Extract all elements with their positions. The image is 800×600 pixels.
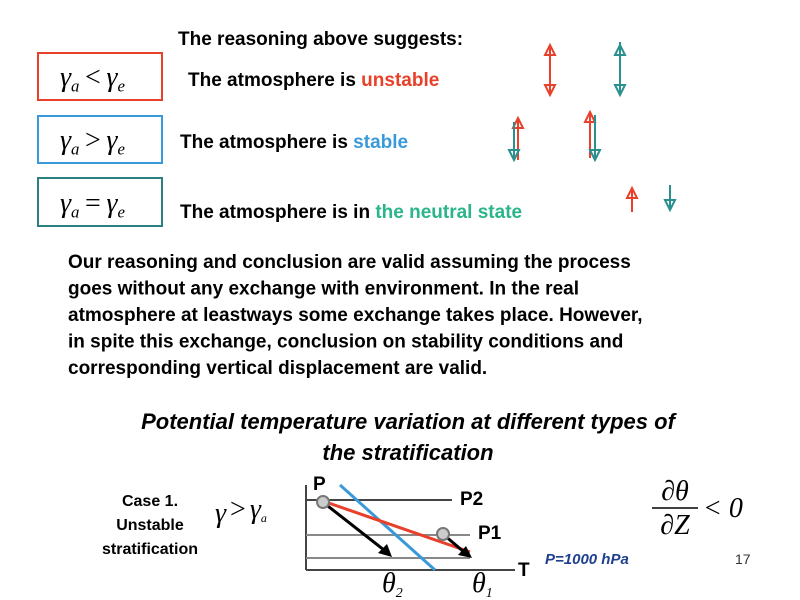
formula-part: γ [60, 188, 72, 219]
formula: γ > γa [215, 494, 267, 529]
case-label: Unstable [116, 517, 184, 534]
gradient: ∂θ [661, 476, 689, 507]
case-label: stratification [102, 541, 198, 558]
formula: γa < γe [60, 62, 125, 96]
paragraph-line: goes without any exchange with environme… [68, 279, 579, 300]
row-text: The atmosphere is unstable [188, 70, 439, 91]
formula: γa > γe [60, 125, 125, 159]
box [37, 115, 163, 164]
theta: θ2 [382, 568, 403, 600]
formula-part: a [71, 203, 79, 222]
gradient: ∂Z [660, 510, 690, 541]
formula-part: γ [215, 498, 227, 529]
gradient: < 0 [703, 493, 743, 524]
theta: θ1 [472, 568, 493, 600]
row-text: The atmosphere is in the neutral state [180, 202, 522, 223]
arrows [507, 42, 677, 213]
level-label: P2 [460, 489, 483, 510]
case-label: Case 1. [122, 493, 178, 510]
row-text: The atmosphere is stable [180, 132, 408, 153]
formula-part: γ [106, 125, 118, 156]
surface-label: P=1000 hPa [545, 551, 629, 568]
formula-part: γ [60, 62, 72, 93]
formula-part: e [117, 77, 125, 96]
formula-part: = [85, 188, 101, 219]
formula-part: γ [250, 494, 262, 525]
axis-label: T [518, 560, 530, 581]
paragraph-line: atmosphere at leastways some exchange ta… [68, 305, 643, 326]
paragraph-line: in spite this exchange, conclusion on st… [68, 332, 623, 353]
formula-part: a [71, 77, 79, 96]
level-label: P1 [478, 523, 502, 544]
formula-part: γ [106, 188, 118, 219]
paragraph-line: corresponding vertical displacement are … [68, 358, 487, 379]
formula-part: a [261, 511, 267, 525]
subtitle: Potential temperature variation at diffe… [141, 409, 677, 434]
formula-part: γ [60, 125, 72, 156]
formula-part: γ [106, 62, 118, 93]
formula-part: e [117, 140, 125, 159]
axis-label: P [313, 474, 326, 495]
page-number: 17 [735, 551, 751, 567]
formula: γa = γe [60, 188, 125, 222]
diagram [305, 483, 515, 572]
formula-part: a [71, 140, 79, 159]
formula-part: > [230, 494, 246, 525]
paragraph-line: Our reasoning and conclusion are valid a… [68, 252, 631, 273]
formula-part: < [85, 62, 101, 93]
title: The reasoning above suggests: [178, 29, 463, 50]
box [37, 177, 163, 227]
box [37, 52, 163, 101]
subtitle: the stratification [322, 440, 493, 465]
formula-part: > [85, 125, 101, 156]
formula-part: e [117, 203, 125, 222]
